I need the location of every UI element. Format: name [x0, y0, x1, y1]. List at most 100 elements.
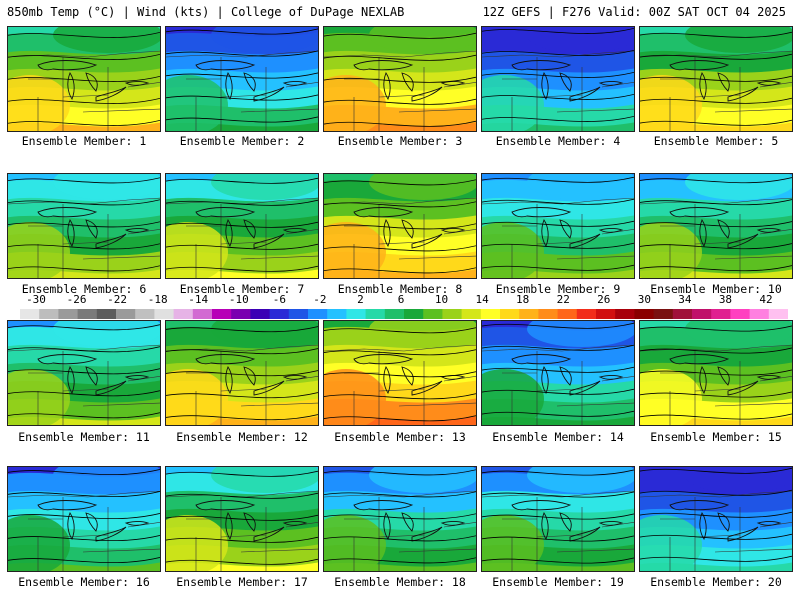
- model-run-info: 12Z GEFS | F276 Valid: 00Z SAT OCT 04 20…: [482, 5, 786, 19]
- temperature-map: [324, 27, 476, 131]
- ensemble-panel-2: [165, 26, 319, 132]
- colorbar-swatch: [20, 309, 40, 319]
- colorbar-swatch: [500, 309, 520, 319]
- scale-tick-label: -22: [107, 293, 128, 306]
- colorbar-swatch: [116, 309, 136, 319]
- temperature-map: [166, 27, 318, 131]
- ensemble-member-label: Ensemble Member: 19: [492, 575, 624, 589]
- colorbar-swatch: [461, 309, 482, 319]
- ensemble-member-label: Ensemble Member: 9: [495, 282, 621, 296]
- ensemble-member-label: Ensemble Member: 13: [334, 430, 466, 444]
- colorbar-swatch: [480, 309, 501, 319]
- scale-tick-label: 18: [516, 293, 530, 306]
- temperature-map: [640, 467, 792, 571]
- colorbar-swatch: [576, 309, 597, 319]
- scale-tick-label: -30: [26, 293, 46, 306]
- ensemble-member-label: Ensemble Member: 6: [21, 282, 147, 296]
- colorbar-swatch: [346, 309, 367, 319]
- ensemble-member-label: Ensemble Member: 14: [492, 430, 624, 444]
- temperature-map: [640, 27, 792, 131]
- colorbar-swatch: [634, 309, 655, 319]
- colorbar-swatch: [365, 309, 386, 319]
- map-title: 850mb Temp (°C) | Wind (kts) | College o…: [7, 5, 405, 19]
- temperature-map: [8, 321, 160, 425]
- colorbar-swatch: [135, 309, 155, 319]
- scale-tick-label: -18: [147, 293, 168, 306]
- scale-tick-label: -2: [313, 293, 327, 306]
- temperature-map: [166, 467, 318, 571]
- colorbar-swatch: [58, 309, 79, 319]
- ensemble-panel-11: [7, 320, 161, 426]
- temperature-map: [324, 321, 476, 425]
- colorbar-swatch: [768, 309, 788, 319]
- colorbar-swatch: [692, 309, 712, 319]
- colorbar-swatch: [653, 309, 674, 319]
- ensemble-member-label: Ensemble Member: 3: [337, 134, 463, 148]
- colorbar-swatch: [557, 309, 578, 319]
- colorbar-swatch: [212, 309, 232, 319]
- ensemble-member-label: Ensemble Member: 16: [18, 575, 150, 589]
- temperature-map: [8, 467, 160, 571]
- scale-tick-label: 26: [597, 293, 611, 306]
- ensemble-member-label: Ensemble Member: 20: [650, 575, 782, 589]
- scale-tick-label: 10: [434, 293, 449, 306]
- ensemble-member-label: Ensemble Member: 18: [334, 575, 466, 589]
- temperature-map: [166, 321, 318, 425]
- ensemble-member-label: Ensemble Member: 17: [176, 575, 308, 589]
- ensemble-panel-16: [7, 466, 161, 572]
- colorbar-swatch: [404, 309, 424, 319]
- colorbar-swatch: [231, 309, 251, 319]
- colorbar-swatch: [442, 309, 463, 319]
- colorbar-swatch: [730, 309, 751, 319]
- ensemble-member-label: Ensemble Member: 5: [653, 134, 779, 148]
- ensemble-panel-17: [165, 466, 319, 572]
- ensemble-panel-8: [323, 173, 477, 279]
- ensemble-member-label: Ensemble Member: 7: [179, 282, 305, 296]
- scale-tick-label: 30: [637, 293, 651, 306]
- temperature-map: [324, 174, 476, 278]
- temperature-map: [482, 321, 634, 425]
- ensemble-panel-4: [481, 26, 635, 132]
- temperature-map: [8, 174, 160, 278]
- colorbar-swatch: [39, 309, 59, 319]
- colorbar-swatch: [77, 309, 98, 319]
- colorbar-swatch: [538, 309, 559, 319]
- colorbar-swatch: [154, 309, 175, 319]
- ensemble-member-label: Ensemble Member: 10: [650, 282, 782, 296]
- ensemble-member-label: Ensemble Member: 1: [21, 134, 147, 148]
- colorbar-swatch: [96, 309, 117, 319]
- ensemble-member-label: Ensemble Member: 8: [337, 282, 463, 296]
- colorbar-swatch: [423, 309, 443, 319]
- scale-tick-label: 6: [397, 293, 405, 306]
- colorbar-swatch: [288, 309, 309, 319]
- ensemble-panel-7: [165, 173, 319, 279]
- temperature-map: [640, 321, 792, 425]
- ensemble-panel-5: [639, 26, 793, 132]
- colorbar-swatch: [749, 309, 770, 319]
- colorbar-swatch: [173, 309, 194, 319]
- temperature-map: [8, 27, 160, 131]
- scale-tick-label: -14: [188, 293, 209, 306]
- temperature-scale: -30 -26 -22 -18 -14 -10 -6 -2 2 6 10 14 18 22 26 30 34 38…: [0, 293, 800, 323]
- scale-tick-label: 22: [556, 293, 570, 306]
- colorbar-swatch: [672, 309, 693, 319]
- colorbar-swatch: [615, 309, 635, 319]
- ensemble-panel-13: [323, 320, 477, 426]
- temperature-map: [324, 467, 476, 571]
- temperature-map: [482, 27, 634, 131]
- temperature-map: [482, 467, 634, 571]
- scale-tick-label: 14: [475, 293, 489, 306]
- colorbar-swatch: [519, 309, 539, 319]
- ensemble-panel-20: [639, 466, 793, 572]
- scale-tick-label: 42: [759, 293, 773, 306]
- temperature-map: [482, 174, 634, 278]
- scale-tick-label: -26: [66, 293, 87, 306]
- ensemble-member-label: Ensemble Member: 12: [176, 430, 308, 444]
- colorbar-swatch: [308, 309, 328, 319]
- ensemble-member-label: Ensemble Member: 11: [18, 430, 150, 444]
- colorbar-swatch: [596, 309, 616, 319]
- ensemble-panel-6: [7, 173, 161, 279]
- ensemble-panel-9: [481, 173, 635, 279]
- temperature-map: [166, 174, 318, 278]
- temperature-colorbar: [20, 309, 788, 319]
